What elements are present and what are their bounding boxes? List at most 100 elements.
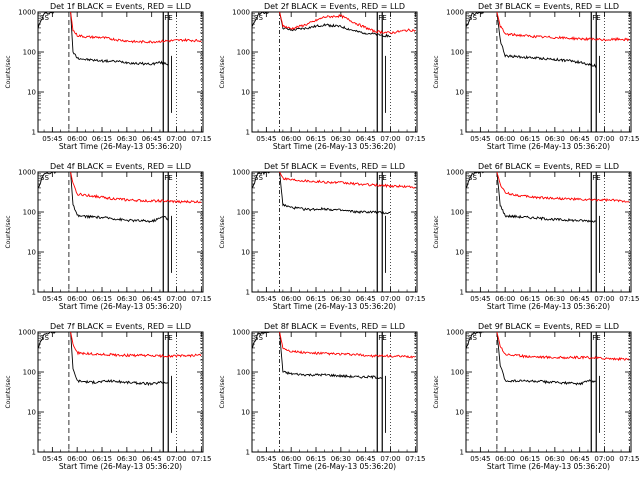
x-tick-label: 07:15 (405, 295, 425, 303)
x-tick-label: 06:30 (331, 455, 351, 463)
y-tick-label: 1000 (232, 329, 250, 337)
y-tick-label: 1 (32, 289, 36, 297)
series-line-lld (279, 332, 416, 359)
y-tick-label: 1000 (18, 9, 36, 17)
marker-tag-ss: SS (40, 334, 49, 342)
x-tick-label: 06:45 (356, 455, 376, 463)
y-tick-label: 1 (246, 449, 250, 457)
marker-tag-ss: SS (254, 14, 263, 22)
series-group (466, 12, 630, 113)
marker-tag-fe: FE (164, 14, 172, 22)
y-tick-label: 10 (241, 89, 250, 97)
plot-frame (465, 11, 632, 133)
plot-frame (37, 171, 204, 293)
x-tick-label: 07:15 (191, 135, 211, 143)
chart-title: Det 5f BLACK = Events, RED = LLD (264, 162, 405, 171)
series-line-events (466, 332, 597, 386)
series-line-lld (496, 12, 630, 42)
x-axis-label: Start Time (26-May-13 05:36:20) (273, 302, 396, 311)
x-tick-label: 06:45 (570, 295, 590, 303)
series-line-events (38, 12, 169, 66)
x-tick-label: 07:00 (594, 135, 614, 143)
chart-panel-4: 1 10 100 1000 05:45 06:00 06:15 06:30 06:45 07:00… (5, 162, 211, 311)
x-tick-label: 07:00 (166, 135, 186, 143)
chart-title: Det 8f BLACK = Events, RED = LLD (264, 322, 405, 331)
x-tick-label: 05:45 (256, 295, 276, 303)
x-tick-label: 05:45 (42, 455, 62, 463)
x-tick-label: 06:00 (281, 455, 301, 463)
x-tick-label: 06:30 (117, 135, 137, 143)
x-tick-label: 05:45 (256, 455, 276, 463)
marker-tag-fe: FE (592, 14, 600, 22)
x-tick-label: 06:15 (92, 135, 112, 143)
x-tick-label: 07:00 (380, 455, 400, 463)
x-tick-label: 06:15 (306, 295, 326, 303)
x-tick-label: 06:30 (545, 455, 565, 463)
marker-tag-fe: FE (592, 334, 600, 342)
series-group (38, 332, 202, 433)
chart-panel-5: 1 10 100 1000 05:45 06:00 06:15 06:30 06:45 07:00… (219, 162, 425, 311)
marker-tag-fe: FE (164, 174, 172, 182)
chart-panel-8: 1 10 100 1000 05:45 06:00 06:15 06:30 06:45 07:00… (219, 322, 425, 471)
y-tick-label: 1000 (446, 169, 464, 177)
x-tick-label: 06:45 (142, 135, 162, 143)
chart-panel-2: 1 10 100 1000 05:45 06:00 06:15 06:30 06:45 07:00… (219, 2, 425, 151)
y-tick-label: 1000 (18, 169, 36, 177)
x-tick-label: 06:15 (520, 135, 540, 143)
x-tick-label: 07:00 (594, 295, 614, 303)
x-tick-label: 05:45 (42, 295, 62, 303)
x-tick-label: 06:00 (67, 455, 87, 463)
y-tick-label: 100 (451, 209, 464, 217)
x-tick-label: 06:00 (281, 295, 301, 303)
x-axis-label: Start Time (26-May-13 05:36:20) (59, 302, 182, 311)
y-tick-label: 1000 (232, 9, 250, 17)
series-line-events (252, 172, 391, 215)
x-tick-label: 06:00 (495, 135, 515, 143)
marker-tag-ss: SS (254, 334, 263, 342)
marker-tag-fe: FE (164, 334, 172, 342)
chart-title: Det 3f BLACK = Events, RED = LLD (478, 2, 619, 11)
x-axis-label: Start Time (26-May-13 05:36:20) (487, 462, 610, 471)
x-tick-label: 06:00 (281, 135, 301, 143)
y-tick-label: 1 (32, 129, 36, 137)
y-tick-label: 1 (32, 449, 36, 457)
y-tick-label: 1000 (446, 329, 464, 337)
chart-title: Det 9f BLACK = Events, RED = LLD (478, 322, 619, 331)
y-tick-label: 10 (27, 409, 36, 417)
y-axis-label: Counts/sec (219, 215, 226, 248)
x-tick-label: 07:00 (166, 295, 186, 303)
x-tick-label: 06:45 (356, 295, 376, 303)
x-tick-label: 06:45 (356, 135, 376, 143)
x-tick-label: 05:45 (256, 135, 276, 143)
y-tick-label: 100 (23, 209, 36, 217)
x-tick-label: 06:30 (331, 135, 351, 143)
plot-frame (37, 11, 204, 133)
x-tick-label: 07:15 (405, 135, 425, 143)
marker-tag-ss: SS (468, 174, 477, 182)
y-tick-label: 1 (246, 129, 250, 137)
x-tick-label: 06:15 (306, 455, 326, 463)
y-tick-label: 1000 (446, 9, 464, 17)
y-tick-label: 100 (451, 49, 464, 57)
x-tick-label: 06:45 (570, 455, 590, 463)
x-tick-label: 07:15 (405, 455, 425, 463)
series-line-lld (496, 172, 630, 203)
x-tick-label: 07:00 (380, 295, 400, 303)
chart-panel-3: 1 10 100 1000 05:45 06:00 06:15 06:30 06:45 07:00… (433, 2, 639, 151)
x-tick-label: 05:45 (470, 295, 490, 303)
marker-tag-ss: SS (40, 174, 49, 182)
y-tick-label: 1 (246, 289, 250, 297)
x-tick-label: 07:15 (619, 135, 639, 143)
chart-panel-7: 1 10 100 1000 05:45 06:00 06:15 06:30 06:45 07:00… (5, 322, 211, 471)
series-group (38, 172, 202, 273)
x-tick-label: 06:15 (92, 455, 112, 463)
series-line-events (38, 332, 169, 387)
x-axis-label: Start Time (26-May-13 05:36:20) (59, 142, 182, 151)
x-tick-label: 06:15 (306, 135, 326, 143)
x-tick-label: 06:30 (545, 135, 565, 143)
x-axis-label: Start Time (26-May-13 05:36:20) (487, 142, 610, 151)
series-line-events (252, 332, 383, 380)
y-tick-label: 100 (23, 369, 36, 377)
plot-frame (465, 331, 632, 453)
